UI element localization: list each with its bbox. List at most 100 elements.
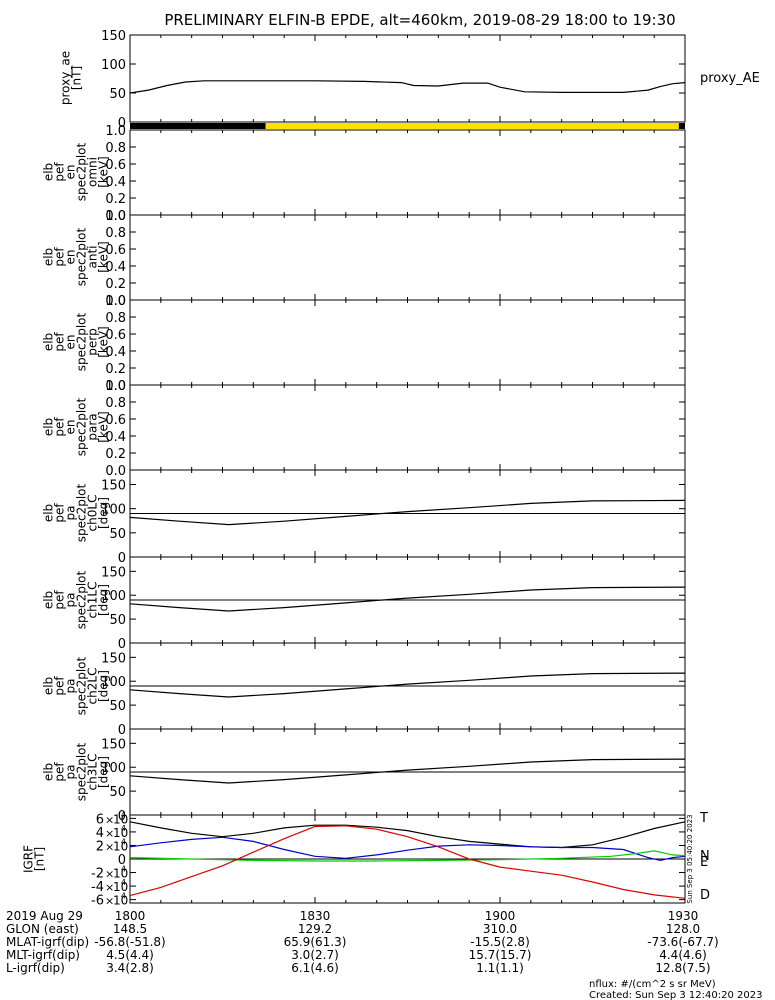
y-tick-label: 0 bbox=[118, 637, 126, 652]
y-tick-label: 0 bbox=[118, 723, 126, 738]
table-cell: 15.7(15.7) bbox=[469, 948, 532, 962]
table-cell: 1900 bbox=[485, 909, 516, 923]
y-tick-label: 0.4 bbox=[105, 260, 126, 275]
y-tick-label: 1.0 bbox=[105, 124, 126, 139]
panel-frame bbox=[129, 34, 686, 123]
y-axis-label-line: spec2plot bbox=[75, 312, 89, 371]
component-label: N bbox=[700, 849, 710, 864]
y-axis-label-line: pef bbox=[53, 762, 67, 782]
y-tick-label: 0.2 bbox=[105, 277, 126, 292]
y-axis-label-line: pa bbox=[64, 593, 78, 608]
y-tick-label: 0 bbox=[118, 809, 126, 824]
y-tick-base: 10 bbox=[113, 894, 128, 908]
y-axis-label-line: elb bbox=[42, 677, 56, 695]
y-tick-label: 100 bbox=[101, 503, 126, 518]
status-segment bbox=[130, 123, 266, 129]
y-axis-label-line: [keV] bbox=[97, 156, 111, 187]
table-cell: 3.4(2.8) bbox=[106, 961, 154, 975]
timestamp-side-note: Sun Sep 3 05:40:20 2023 bbox=[686, 814, 694, 903]
legend-label: proxy_AE bbox=[700, 71, 760, 86]
y-tick-times: × bbox=[105, 895, 114, 908]
table-cell: -73.6(-67.7) bbox=[647, 935, 718, 949]
panel-frame bbox=[129, 384, 686, 471]
series-line-t bbox=[129, 821, 686, 849]
table-cell: -56.8(-51.8) bbox=[94, 935, 165, 949]
table-cell: 12.8(7.5) bbox=[655, 961, 710, 975]
y-axis-label-line: spec2plot bbox=[75, 742, 89, 801]
y-tick-exponent: 4 bbox=[121, 865, 126, 874]
table-cell: 310.0 bbox=[483, 922, 517, 936]
y-tick-label: 150 bbox=[101, 651, 126, 666]
y-tick-exponent: 4 bbox=[121, 878, 126, 887]
y-tick-label: 0.4 bbox=[105, 430, 126, 445]
y-tick-base: 10 bbox=[113, 880, 128, 894]
y-tick-label: 0.0 bbox=[105, 379, 126, 394]
table-cell: 6.1(4.6) bbox=[291, 961, 339, 975]
table-cell: 4.5(4.4) bbox=[106, 948, 154, 962]
y-tick-label: 0 bbox=[118, 551, 126, 566]
y-tick-label: 0.0 bbox=[105, 464, 126, 479]
y-axis-label-line: [deg] bbox=[97, 670, 111, 702]
y-tick-label: 150 bbox=[101, 737, 126, 752]
panel-para: 0.0 0.2 0.4 0.6 0.8 1.0 elbpefenspec2plotpara[… bbox=[42, 379, 686, 479]
component-label: D bbox=[700, 888, 710, 903]
y-tick-label: 0.2 bbox=[105, 447, 126, 462]
component-label: E bbox=[700, 855, 708, 870]
y-axis-label-line: para bbox=[86, 413, 100, 440]
y-axis-label-line: elb bbox=[42, 504, 56, 522]
y-axis-label-line: [deg] bbox=[97, 497, 111, 529]
table-row-label: L-igrf(dip) bbox=[6, 961, 65, 975]
position-table: 2019 Aug 29 1800 1830 1900 1930 GLON (east) 14… bbox=[6, 909, 719, 975]
figure-title: PRELIMINARY ELFIN-B EPDE, alt=460km, 201… bbox=[164, 11, 675, 29]
y-tick-times: × bbox=[105, 827, 114, 840]
y-tick-times: × bbox=[105, 813, 114, 826]
y-axis-label-line: [keV] bbox=[97, 326, 111, 357]
y-tick-label: 0.6 bbox=[105, 413, 126, 428]
y-tick-label: -2 bbox=[91, 867, 104, 882]
y-axis-label-line: spec2plot bbox=[75, 142, 89, 201]
table-cell: 1930 bbox=[668, 909, 699, 923]
y-tick-base: 10 bbox=[113, 867, 128, 881]
y-tick-label: -6 bbox=[91, 894, 104, 909]
y-tick-label: 100 bbox=[101, 589, 126, 604]
series-line-lc bbox=[129, 758, 686, 784]
table-cell: 3.0(2.7) bbox=[291, 948, 339, 962]
y-tick-base: 10 bbox=[113, 812, 128, 826]
panel-frame bbox=[129, 129, 686, 216]
table-cell: -15.5(2.8) bbox=[470, 935, 530, 949]
y-tick-label: 1.0 bbox=[105, 379, 126, 394]
panel-omni: 0.0 0.2 0.4 0.6 0.8 1.0 elbpefenspec2plotomni[… bbox=[42, 124, 686, 224]
y-axis-label-line: en bbox=[64, 335, 78, 350]
series-line-lc bbox=[129, 586, 686, 612]
y-axis-label-line: pef bbox=[53, 332, 67, 352]
y-tick-label: 0.6 bbox=[105, 158, 126, 173]
y-axis-label-line: pef bbox=[53, 417, 67, 437]
y-axis-label-line: pef bbox=[53, 503, 67, 523]
y-tick-label: 0.2 bbox=[105, 362, 126, 377]
y-axis-label-line: perp bbox=[86, 328, 100, 356]
table-cell: 148.5 bbox=[113, 922, 147, 936]
y-axis-label-line: elb bbox=[42, 333, 56, 351]
y-axis-label-line: pa bbox=[64, 679, 78, 694]
y-axis-label-line: anti bbox=[86, 246, 100, 269]
y-tick-label: 150 bbox=[101, 29, 126, 44]
y-axis-label-line: elb bbox=[42, 418, 56, 436]
y-axis-label-line: pa bbox=[64, 765, 78, 780]
y-tick-label: 150 bbox=[101, 565, 126, 580]
y-tick-exponent: 4 bbox=[121, 810, 126, 819]
y-tick-label: 100 bbox=[101, 58, 126, 73]
y-tick-label: 0.8 bbox=[105, 311, 126, 326]
y-axis-label-line: en bbox=[64, 420, 78, 435]
table-row-label: MLAT-igrf(dip) bbox=[6, 935, 89, 949]
y-tick-times: × bbox=[105, 840, 114, 853]
y-axis-label-line: elb bbox=[42, 763, 56, 781]
panel-proxy_ae: 0 50 100 150 proxy_ae[nT] proxy_AE bbox=[59, 29, 760, 131]
table-cell: 1.1(1.1) bbox=[476, 961, 524, 975]
series-line-proxy_ae bbox=[129, 80, 686, 94]
y-tick-label: 1.0 bbox=[105, 209, 126, 224]
table-row-label: MLT-igrf(dip) bbox=[6, 948, 80, 962]
y-axis-label-line: [deg] bbox=[97, 584, 111, 616]
y-axis-label-line: en bbox=[64, 165, 78, 180]
